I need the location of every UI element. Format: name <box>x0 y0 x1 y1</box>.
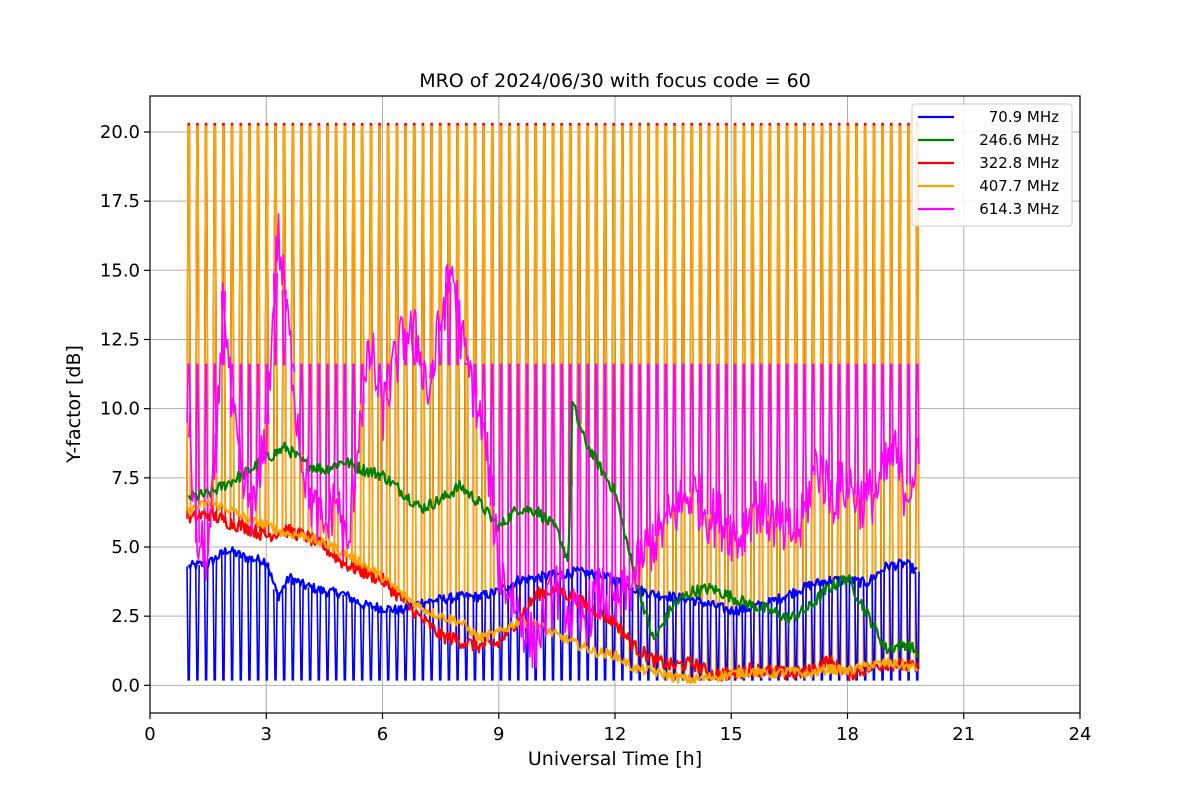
x-axis-title: Universal Time [h] <box>528 748 702 770</box>
y-axis-ticks: 0.0 2.5 5.0 7.5 10.0 12.5 15.0 17.5 20.0 <box>100 122 150 696</box>
calibration-spikes-322-8-MHz <box>186 122 920 675</box>
x-tick-label: 15 <box>720 724 743 745</box>
legend-label: 322.8 MHz <box>979 154 1059 172</box>
legend: 70.9 MHz 246.6 MHz 322.8 MHz 407.7 MHz 614.3… <box>911 103 1073 227</box>
y-tick-label: 20.0 <box>100 122 140 143</box>
series-lines <box>187 213 919 685</box>
series-line-4 <box>187 498 919 685</box>
y-tick-label: 5.0 <box>111 537 140 558</box>
legend-label: 614.3 MHz <box>979 200 1059 218</box>
legend-items: 70.9 MHz 246.6 MHz 322.8 MHz 407.7 MHz 614.3… <box>918 108 1059 218</box>
calibration-spikes <box>186 122 920 681</box>
x-tick-label: 0 <box>144 724 155 745</box>
y-tick-label: 2.5 <box>111 606 140 627</box>
chart-title: MRO of 2024/06/30 with focus code = 60 <box>419 70 811 92</box>
legend-label: 246.6 MHz <box>979 131 1059 149</box>
y-axis-title: Y-factor [dB] <box>63 345 85 464</box>
y-tick-label: 15.0 <box>100 260 140 281</box>
x-axis-ticks: 0 3 6 9 12 15 18 21 24 <box>144 713 1091 745</box>
calibration-spikes-614-3-MHz <box>186 273 920 641</box>
legend-label: 70.9 MHz <box>989 108 1059 126</box>
x-tick-label: 6 <box>377 724 388 745</box>
x-tick-label: 3 <box>261 724 272 745</box>
series-line-1 <box>187 546 918 616</box>
y-tick-label: 0.0 <box>111 675 140 696</box>
x-tick-label: 18 <box>836 724 859 745</box>
y-tick-label: 12.5 <box>100 329 140 350</box>
x-tick-label: 12 <box>604 724 627 745</box>
y-tick-label: 10.0 <box>100 399 140 420</box>
x-tick-label: 21 <box>952 724 975 745</box>
y-tick-label: 7.5 <box>111 468 140 489</box>
x-tick-label: 9 <box>493 724 504 745</box>
y-tick-label: 17.5 <box>100 191 140 212</box>
x-tick-label: 24 <box>1069 724 1092 745</box>
series-line-5 <box>188 213 919 669</box>
calibration-spikes-407-7-MHz <box>186 125 920 680</box>
series-line-2 <box>187 400 919 658</box>
legend-label: 407.7 MHz <box>979 177 1059 195</box>
legend-box <box>911 103 1073 227</box>
